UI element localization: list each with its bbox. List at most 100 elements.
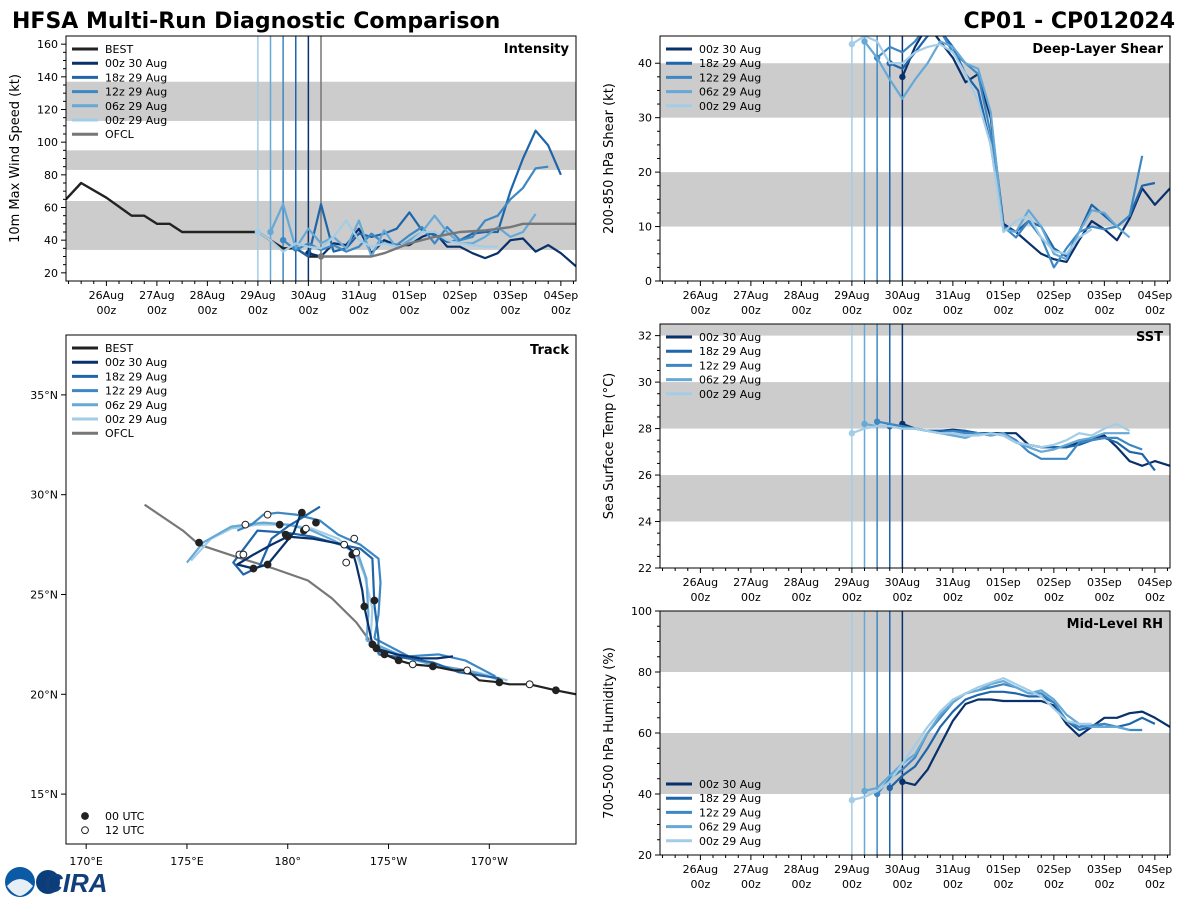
lon-tick-label: 170°W: [471, 855, 508, 868]
series-group: [66, 129, 576, 268]
lon-tick-label: 170°E: [69, 855, 102, 868]
marker-00utc: [263, 560, 272, 569]
y-tick-label: 120: [37, 104, 58, 117]
series-line-06z-29-aug: [864, 679, 1130, 793]
init-point-12z-29-aug: [279, 236, 287, 244]
rh-panel: 20 40 60 80 100 26Aug 00z 27Aug 00z 28Aug 00z 29Aug…: [602, 605, 1172, 891]
x-tick-label-hour: 00z: [1145, 304, 1165, 317]
x-tick-label-hour: 00z: [691, 591, 711, 604]
legend-label-00z-29-aug: 00z 29 Aug: [105, 413, 167, 426]
x-tick-label-date: 02Sep: [1036, 576, 1071, 589]
x-tick-label-date: 28Aug: [784, 863, 819, 876]
x-tick-label-date: 27Aug: [733, 863, 768, 876]
x-tick-label-date: 29Aug: [834, 863, 869, 876]
marker-00utc: [428, 662, 437, 671]
y-tick-label: 32: [638, 330, 652, 343]
marker-00utc: [312, 518, 320, 527]
series-line-00z-30-aug: [901, 36, 1170, 263]
x-tick-label-hour: 00z: [1044, 304, 1064, 317]
x-tick-label-date: 30Aug: [885, 863, 920, 876]
panel-title: Mid-Level RH: [1067, 617, 1163, 632]
series-line-best: [66, 181, 321, 258]
y-axis-label: Sea Surface Temp (°C): [602, 373, 617, 520]
track-line-ofcl: [143, 503, 378, 650]
x-tick-label-date: 27Aug: [139, 289, 174, 302]
threshold-band: [660, 611, 1170, 672]
y-tick-label: 26: [638, 469, 652, 482]
x-tick-label-hour: 00z: [842, 591, 862, 604]
track-east-00z-30-aug: [376, 647, 454, 660]
legend-label-12z-29-aug: 12z 29 Aug: [699, 806, 761, 819]
series-line-00z-29-aug: [851, 422, 1131, 449]
y-axis-label: 200-850 hPa Shear (kt): [602, 83, 617, 234]
init-point-00z-29-aug: [848, 40, 856, 48]
init-point-06z-29-aug: [861, 38, 868, 45]
shear-panel: 0 10 20 30 40 26Aug 00z 27Aug 00z 28Aug 00z 29Aug 00…: [602, 35, 1172, 317]
series-line-12z-29-aug: [876, 36, 1144, 269]
x-tick-label-date: 04Sep: [1137, 863, 1172, 876]
lat-tick-label: 20°N: [30, 688, 58, 701]
legend-label-06z-29-aug: 06z 29 Aug: [105, 399, 167, 412]
x-tick-label-hour: 00z: [1094, 878, 1114, 891]
y-tick-label: 24: [638, 516, 652, 529]
y-tick-label: 20: [44, 267, 58, 280]
marker-00utc: [372, 644, 381, 653]
x-tick-label-date: 31Aug: [935, 289, 970, 302]
init-point-00z-29-aug: [254, 228, 262, 236]
legend-label-00z-30-aug: 00z 30 Aug: [699, 778, 761, 791]
series-line-ofcl: [321, 222, 576, 258]
x-tick-label-hour: 00z: [892, 591, 912, 604]
marker-12utc: [342, 558, 351, 567]
series-line-12z-29-aug: [282, 165, 549, 253]
track-east-12z-29-aug: [373, 637, 496, 678]
x-tick-label-date: 26Aug: [89, 289, 124, 302]
x-tick-label-hour: 00z: [97, 304, 117, 317]
x-tick-label-date: 31Aug: [341, 289, 376, 302]
x-tick-label-date: 03Sep: [493, 289, 528, 302]
legend-label-18z-29-aug: 18z 29 Aug: [699, 57, 761, 70]
x-tick-label-hour: 00z: [791, 878, 811, 891]
init-point-12z-29-aug: [873, 418, 881, 425]
y-tick-label: 40: [638, 788, 652, 801]
cira-logo-text: CIRA: [44, 868, 108, 898]
marker-12utc: [525, 680, 534, 689]
y-tick-label: 60: [44, 202, 58, 215]
x-tick-label-hour: 00z: [1145, 878, 1165, 891]
y-axis-label: 700-500 hPa Humidity (%): [602, 647, 617, 819]
legend-label-12z-29-aug: 12z 29 Aug: [105, 86, 167, 99]
track-line-00z-30-aug: [236, 510, 378, 650]
legend-label-18z-29-aug: 18z 29 Aug: [699, 792, 761, 805]
series-line-00z-30-aug: [902, 698, 1170, 787]
y-axis-label: 10m Max Wind Speed (kt): [8, 74, 23, 243]
marker-00utc: [380, 650, 389, 659]
legend-label-00z-29-aug: 00z 29 Aug: [699, 835, 761, 848]
x-tick-label-hour: 00z: [450, 304, 470, 317]
init-point-ofcl: [317, 253, 325, 260]
legend-label-00z-30-aug: 00z 30 Aug: [105, 356, 167, 369]
y-tick-label: 30: [638, 112, 652, 125]
x-tick-label-hour: 00z: [741, 304, 761, 317]
x-tick-label-date: 27Aug: [733, 289, 768, 302]
x-tick-label-date: 26Aug: [683, 863, 718, 876]
init-point-00z-29-aug: [848, 796, 856, 804]
init-point-18z-29-aug: [886, 784, 893, 792]
x-tick-label-hour: 00z: [791, 591, 811, 604]
x-tick-label-hour: 00z: [943, 304, 963, 317]
y-tick-label: 40: [638, 57, 652, 70]
legend-label-00z-30-aug: 00z 30 Aug: [699, 331, 761, 344]
marker-00utc: [283, 532, 292, 541]
x-tick-label-date: 04Sep: [543, 289, 578, 302]
marker-12utc: [463, 666, 472, 675]
threshold-band: [660, 382, 1170, 429]
marker-00utc: [360, 602, 369, 611]
series-group: [848, 676, 1170, 804]
legend-label-00z-29-aug: 00z 29 Aug: [699, 100, 761, 113]
x-tick-label-date: 04Sep: [1137, 576, 1172, 589]
marker-00utc: [370, 596, 379, 605]
panel-title: Deep-Layer Shear: [1032, 42, 1163, 57]
track-line-12z-29-aug: [236, 511, 382, 639]
legend-label-06z-29-aug: 06z 29 Aug: [699, 374, 761, 387]
legend-label-12z-29-aug: 12z 29 Aug: [105, 385, 167, 398]
series-line-00z-29-aug: [851, 36, 1093, 255]
